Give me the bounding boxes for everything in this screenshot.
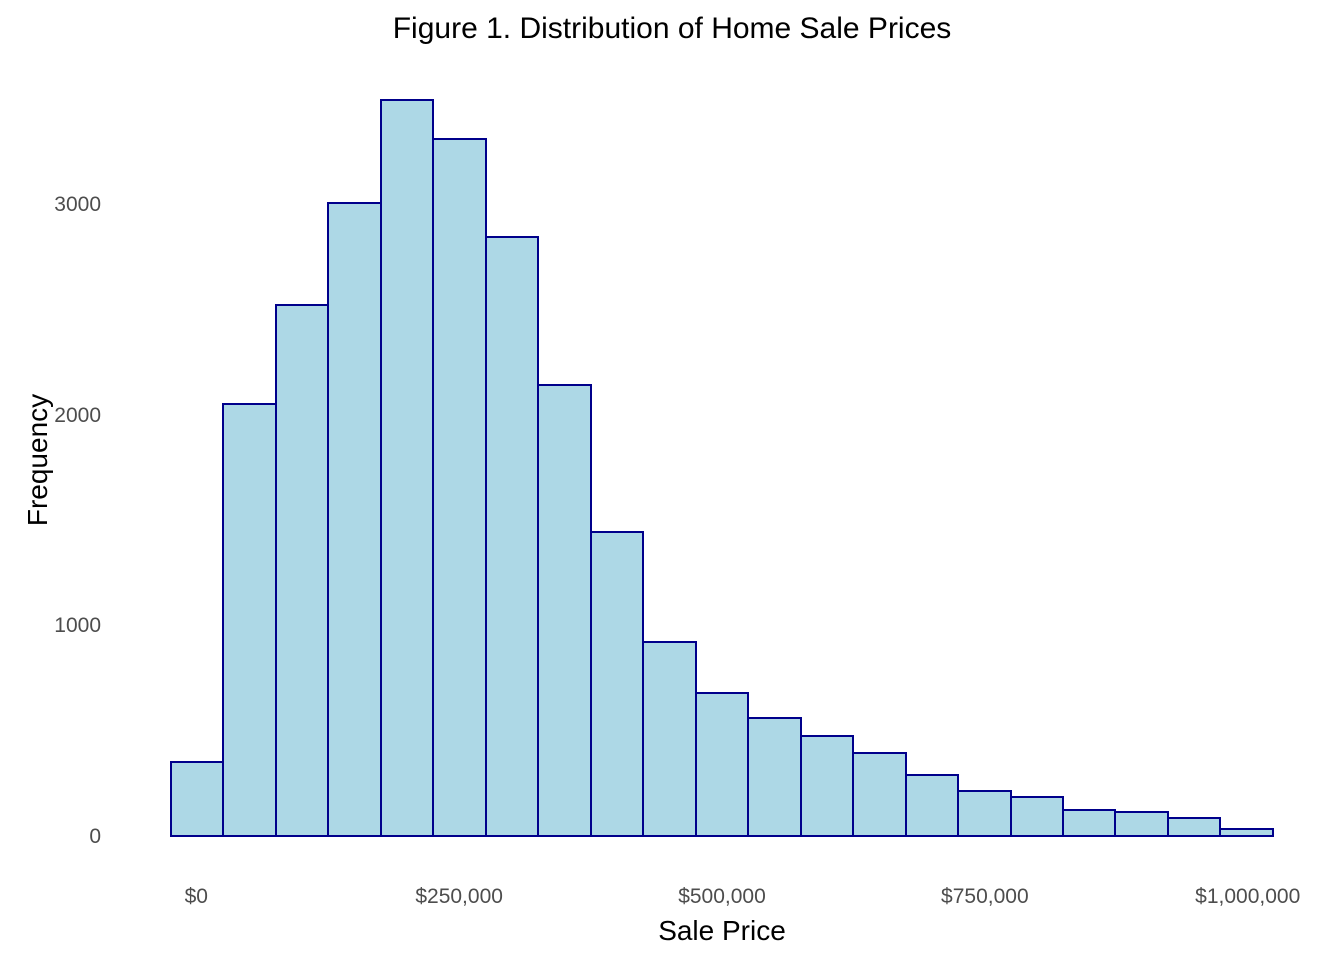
plot-panel [170,79,1274,837]
histogram-bar [327,202,382,837]
histogram-bar [694,691,750,837]
x-tick-label: $0 [184,885,208,908]
histogram-bar [1061,808,1117,837]
y-axis-labels: 0 1000 2000 3000 [0,79,101,848]
histogram-bar [1219,827,1274,837]
histogram-bar [432,137,487,837]
histogram-bar [589,530,645,837]
x-axis-title: Sale Price [658,915,786,946]
y-tick-label: 2000 [54,403,101,427]
x-tick-label: $1,000,000 [1195,885,1301,908]
plot-bars [170,79,1274,837]
histogram-bar [852,751,907,837]
histogram-bar [274,304,330,837]
x-axis-labels: $0 $250,000 $500,000 $750,000 $1,000,000 [170,885,1301,908]
chart-title: Figure 1. Distribution of Home Sale Pric… [392,12,952,45]
histogram-bar [904,773,960,837]
x-tick-label: $500,000 [678,885,766,908]
histogram-bar [747,716,802,837]
histogram-bar [222,403,277,837]
histogram-bar [642,641,697,837]
histogram-bar [1114,810,1169,837]
histogram-bar [379,99,435,837]
x-tick-label: $750,000 [941,885,1029,908]
histogram-bar [957,789,1012,837]
y-tick-label: 0 [89,825,101,848]
x-tick-label: $250,000 [415,885,503,908]
y-tick-label: 3000 [54,193,101,217]
y-tick-label: 1000 [54,614,101,638]
histogram-bar [1166,817,1222,837]
histogram-bar [799,734,855,837]
histogram-bar [537,384,592,837]
histogram-bar [484,235,540,837]
histogram-bar [1009,795,1064,837]
histogram-bar [170,761,225,837]
